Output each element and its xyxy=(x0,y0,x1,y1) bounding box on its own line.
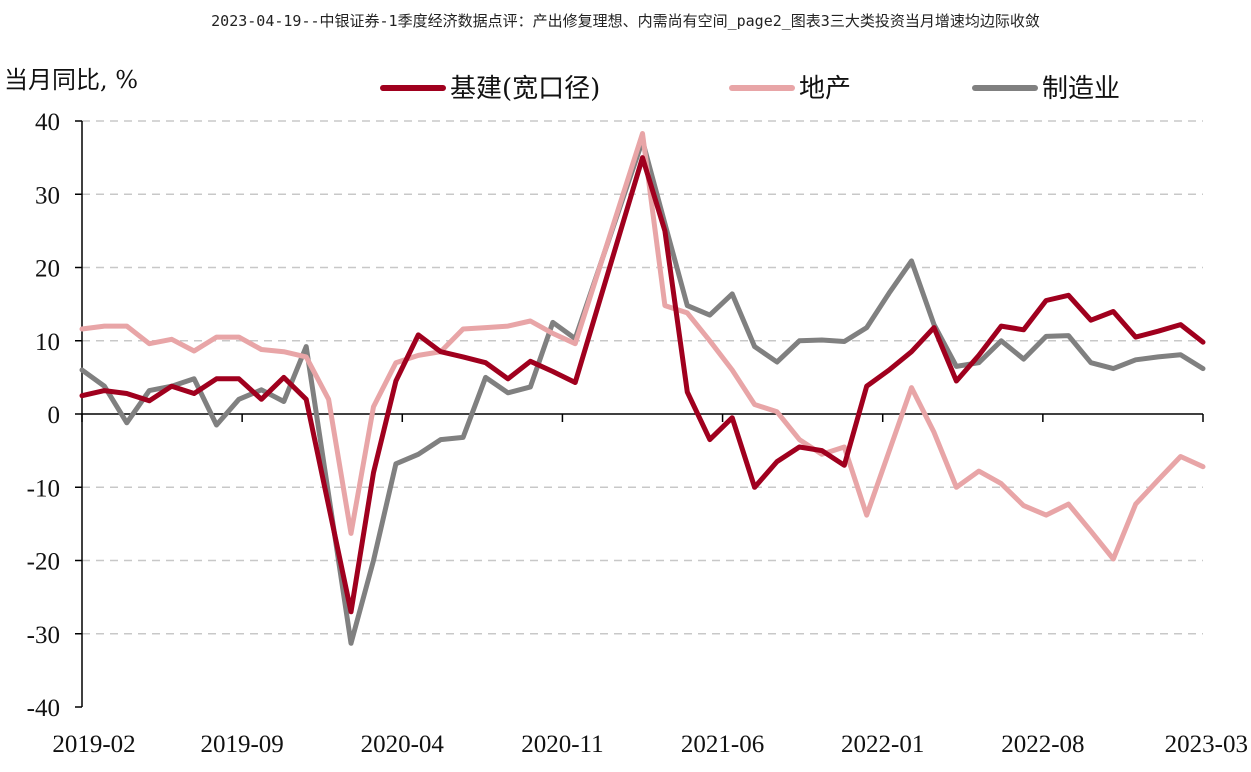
x-tick-label: 2019-09 xyxy=(200,731,283,758)
y-tick-label: 20 xyxy=(35,256,60,283)
y-tick-labels: 40 30 20 10 0 -10 -20 -30 -40 xyxy=(27,109,60,722)
legend-label: 地产 xyxy=(799,74,851,104)
y-tick-label: 0 xyxy=(48,402,61,429)
axes xyxy=(75,120,1204,708)
y-tick-label: 30 xyxy=(35,182,60,209)
y-tick-label: -10 xyxy=(27,475,60,502)
document-title: 2023-04-19--中银证券-1季度经济数据点评：产出修复理想、内需尚有空间… xyxy=(211,12,1040,30)
x-tick-labels: 2019-02 2019-09 2020-04 2020-11 2021-06 2022-… xyxy=(52,731,1248,758)
series-line-1 xyxy=(79,131,1206,562)
x-tick-label: 2022-01 xyxy=(841,731,924,758)
y-tick-label: -30 xyxy=(27,622,60,649)
y-axis-unit-label: 当月同比, % xyxy=(4,66,139,94)
y-tick-label: -20 xyxy=(27,549,60,576)
x-tick-label: 2021-06 xyxy=(681,731,764,758)
y-tick-label: -40 xyxy=(27,695,60,722)
gridlines xyxy=(82,120,1203,635)
y-tick-label: 10 xyxy=(35,329,60,356)
x-tick-label: 2022-08 xyxy=(1001,731,1084,758)
legend: 基建(宽口径) 地产 制造业 xyxy=(380,74,1120,104)
series-line-0 xyxy=(79,155,1206,615)
x-tick-label: 2019-02 xyxy=(52,731,135,758)
y-tick-label: 40 xyxy=(35,109,60,136)
x-tick-label: 2023-03 xyxy=(1165,731,1248,758)
legend-label: 基建(宽口径) xyxy=(450,74,600,104)
x-tick-label: 2020-04 xyxy=(361,731,445,758)
legend-label: 制造业 xyxy=(1042,74,1120,104)
x-tick-label: 2020-11 xyxy=(521,731,603,758)
series-lines xyxy=(79,131,1206,646)
